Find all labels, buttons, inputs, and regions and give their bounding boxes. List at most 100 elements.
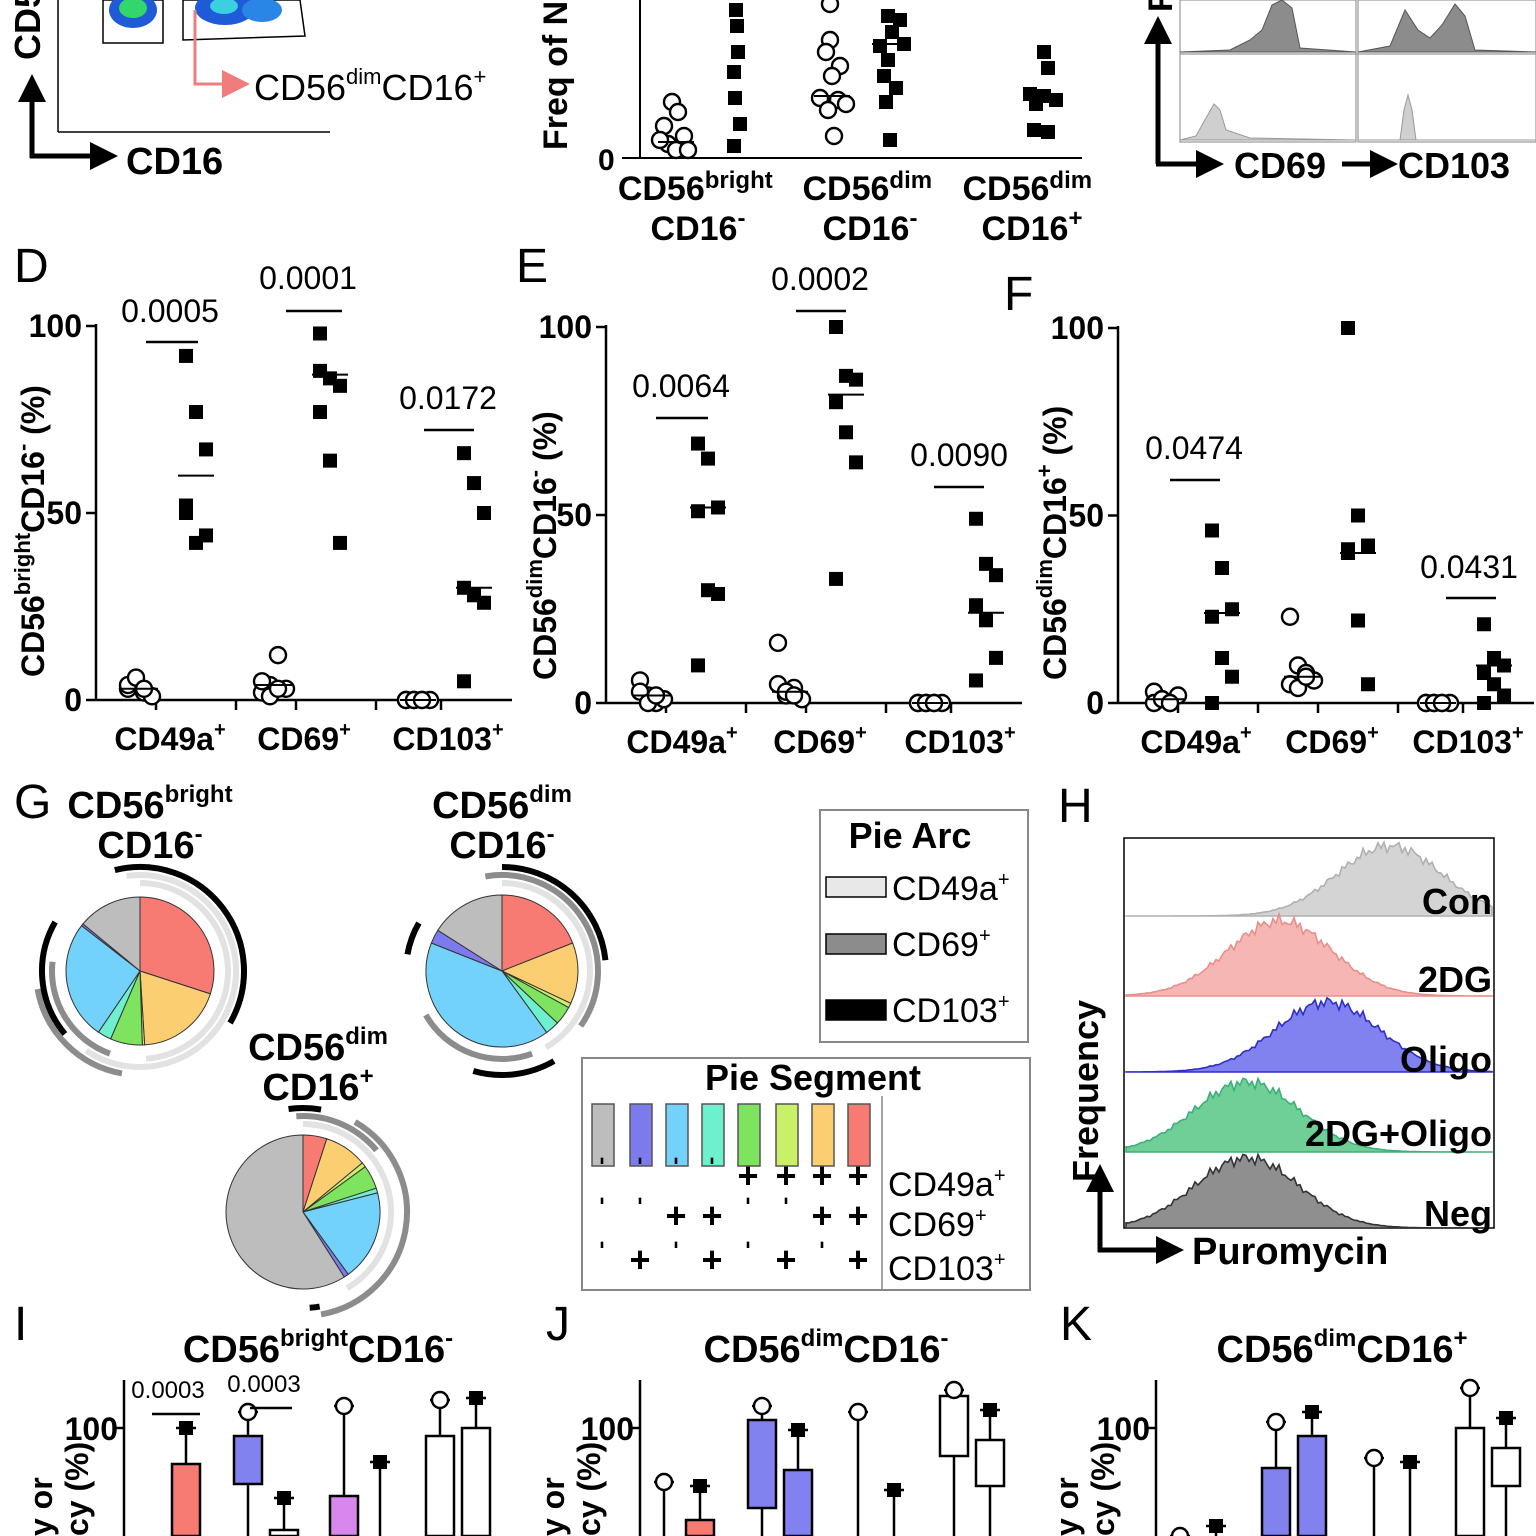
filled-point-d-2-2 — [477, 506, 491, 520]
pvalue-label-i-1: 0.0003 — [227, 1371, 300, 1398]
segment-mark-1-4: ˈ — [742, 1191, 754, 1232]
segment-mark-0-6: + — [811, 1155, 832, 1196]
segment-row-label-1: CD69+ — [888, 1205, 987, 1244]
box-point-k-3 — [1305, 1405, 1319, 1419]
filled-point-e-1-3 — [829, 395, 843, 410]
y-axis-label-e: CD56dimCD16- (%) — [522, 411, 563, 680]
y-tick-label-d-1: 50 — [46, 495, 82, 531]
freq-point-25 — [881, 9, 895, 23]
filled-point-f-1-2 — [1361, 538, 1375, 553]
box-point-j-0 — [654, 1472, 674, 1492]
pie-panel-g: CD56brightCD16-CD56dimCD16-CD56dimCD16+ — [34, 781, 609, 1318]
box-point-k-4 — [1364, 1448, 1384, 1468]
segment-mark-2-1: + — [629, 1239, 650, 1280]
freq-points — [650, 0, 1063, 160]
gate-label: CD56dimCD16+ — [254, 64, 486, 108]
x-label-cd103: CD103 — [1398, 145, 1510, 186]
filled-point-e-0-3 — [691, 504, 705, 519]
filled-point-f-0-1 — [1215, 561, 1229, 575]
hist-cd69-top — [1179, 0, 1357, 53]
filled-point-f-0-6 — [1205, 696, 1219, 710]
scatter-panel-e: 0 50 100 CD56dimCD16- (%) CD49a+ CD69+ CD103+ 0… — [522, 261, 1022, 760]
histogram-label-2: Oligo — [1400, 1039, 1492, 1080]
box-panel-k: 100 y or cy (%) — [1049, 1378, 1522, 1536]
box-point-k-0 — [1170, 1526, 1190, 1536]
freq-point-14 — [727, 139, 741, 153]
segment-mark-0-4: + — [737, 1155, 758, 1196]
pie-subtitle-2: CD16+ — [262, 1063, 373, 1109]
box-k-2 — [1260, 1466, 1292, 1536]
filled-point-f-0-2 — [1225, 602, 1239, 617]
gate-arrow — [193, 10, 222, 86]
filled-point-e-2-0 — [969, 511, 983, 526]
segment-mark-1-6: + — [811, 1195, 832, 1236]
y-axis-label: Freq of N — [537, 1, 575, 150]
filled-point-e-1-0 — [829, 320, 843, 334]
pie-slice-1-1 — [500, 942, 579, 1005]
segment-swatch-3 — [701, 1103, 725, 1167]
box-point-k-6 — [1460, 1378, 1480, 1398]
panel-b-freq-plot: 0 Freq of N CD56bright CD16- CD56dim CD1… — [537, 0, 1092, 248]
pie-arc-1-5 — [404, 921, 422, 955]
freq-point-11 — [727, 65, 741, 79]
panel-letter-k: K — [1060, 1298, 1092, 1351]
y-axis-label-a-j: y or — [535, 1477, 571, 1536]
box-j-7 — [974, 1438, 1006, 1488]
legend-pie-arc: Pie Arc CD49a+ CD69+ CD103+ — [819, 809, 1029, 1043]
histogram-panel-h: Con 2DG Oligo 2DG+Oligo Neg — [1123, 837, 1495, 1234]
segment-mark-0-5: + — [775, 1155, 796, 1196]
filled-point-d-0-5 — [199, 528, 213, 543]
box-point-j-2 — [752, 1396, 772, 1416]
segment-swatch-1 — [629, 1103, 653, 1167]
box-point-k-1 — [1209, 1519, 1223, 1533]
segment-mark-0-3: ˈ — [706, 1151, 718, 1192]
box-point-i-4 — [373, 1455, 387, 1469]
freq-point-24 — [820, 0, 840, 14]
pie-slice-1-5 — [425, 942, 548, 1048]
panel-i-title: CD56brightCD16- — [183, 1325, 453, 1371]
segment-mark-1-7: + — [847, 1195, 868, 1236]
open-point-e-1-0 — [768, 633, 788, 653]
scatter-panel-d: 0 50 100 CD56brightCD16- (%) CD49a+ CD69+ CD10… — [10, 260, 512, 757]
pie-arc-0-5 — [39, 920, 68, 1036]
box-point-k-7 — [1499, 1411, 1513, 1425]
y-tick-label-k: 100 — [1097, 1411, 1150, 1447]
box-point-j-4 — [848, 1402, 868, 1422]
box-i-1 — [232, 1434, 264, 1486]
filled-point-f-2-3 — [1477, 666, 1491, 680]
freq-point-10 — [731, 45, 745, 59]
pvalue-label-d-2: 0.0172 — [399, 380, 497, 416]
filled-point-f-2-0 — [1477, 617, 1491, 632]
filled-point-f-2-6 — [1477, 696, 1491, 710]
x-category-d-1: CD69+ — [257, 719, 351, 757]
hist-cd69-bottom — [1179, 103, 1357, 141]
legend-arc-item-cd103: CD103+ — [892, 991, 1010, 1030]
filled-point-d-1-5 — [333, 535, 347, 550]
filled-point-e-2-5 — [989, 650, 1003, 665]
y-axis-label-d: CD56brightCD16- (%) — [10, 385, 51, 677]
filled-point-e-2-2 — [989, 568, 1003, 583]
filled-point-e-1-2 — [849, 372, 863, 387]
gate-box-left — [102, 0, 164, 44]
filled-point-f-1-0 — [1341, 321, 1355, 335]
panel-a-flow-plot: CD56dimCD16+ CD5 CD16 — [7, 0, 486, 183]
histogram-0 — [1126, 840, 1493, 917]
x-category-e-1: CD69+ — [773, 722, 867, 760]
box-i-6 — [460, 1426, 492, 1536]
box-j-1 — [684, 1518, 716, 1536]
y-tick-label-j: 100 — [581, 1411, 634, 1447]
x-category-d-0: CD49a+ — [114, 719, 225, 757]
segment-swatch-6 — [811, 1103, 835, 1167]
pie-subtitle-0: CD16- — [97, 821, 202, 867]
pvalue-label-d-0: 0.0005 — [121, 293, 219, 329]
segment-swatch-5 — [775, 1103, 799, 1167]
freq-point-9 — [730, 19, 744, 33]
box-j-6 — [938, 1394, 970, 1458]
pie-arc-0-0 — [139, 880, 232, 1062]
freq-point-6 — [678, 140, 698, 160]
pvalue-label-f-2: 0.0431 — [1420, 549, 1518, 585]
y-axis-label-b-k: cy (%) — [1085, 1442, 1121, 1536]
histogram-3 — [1125, 1076, 1492, 1153]
box-point-j-3 — [791, 1423, 805, 1437]
category-label-1: CD56bright CD16- — [618, 158, 782, 248]
